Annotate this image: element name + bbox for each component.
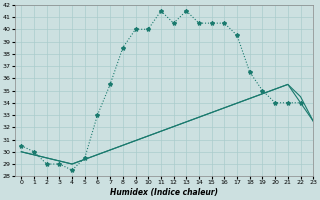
X-axis label: Humidex (Indice chaleur): Humidex (Indice chaleur) (110, 188, 218, 197)
